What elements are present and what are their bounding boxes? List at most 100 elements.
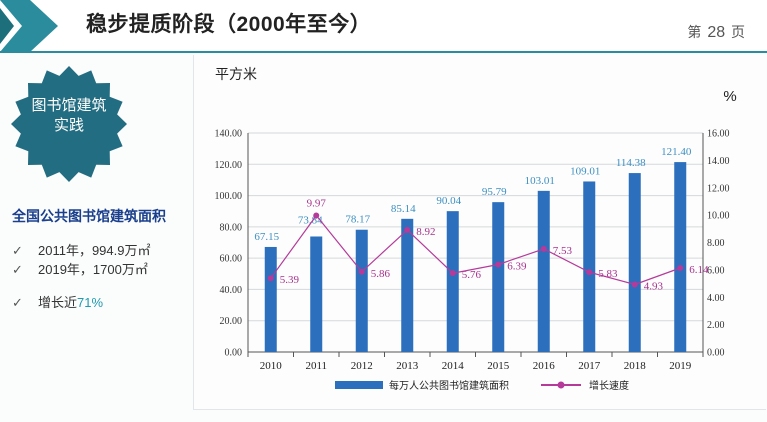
bar	[674, 162, 687, 352]
bar-value-label: 67.15	[254, 231, 279, 243]
bar-value-label: 90.04	[436, 195, 461, 207]
list-item-text: 2019年，1700万㎡	[38, 262, 148, 277]
x-axis-tick-label: 2016	[533, 360, 556, 372]
bar-value-label: 95.79	[482, 186, 507, 198]
left-unit-label: 平方米	[215, 66, 257, 82]
x-axis-tick-label: 2011	[305, 360, 327, 372]
bar	[401, 218, 414, 352]
legend-bar-swatch	[335, 381, 383, 389]
right-axis-tick: 12.00	[707, 183, 730, 194]
x-axis-tick-label: 2019	[669, 360, 692, 372]
line-point	[677, 264, 684, 271]
page-number: 第 28 页	[687, 22, 745, 42]
right-axis-tick: 4.00	[707, 293, 725, 304]
line-value-label: 6.39	[507, 261, 527, 273]
bar-value-label: 109.01	[570, 165, 600, 177]
left-axis-tick: 0.00	[225, 348, 243, 359]
x-axis-tick-label: 2010	[260, 360, 283, 372]
legend-line-marker	[557, 381, 565, 389]
left-axis-tick: 40.00	[220, 285, 243, 296]
left-axis-tick: 100.00	[215, 191, 243, 202]
left-axis-tick: 140.00	[215, 129, 243, 140]
badge-line-1: 图书馆建筑	[31, 97, 107, 114]
line-value-label: 5.86	[371, 268, 391, 280]
left-axis-tick: 120.00	[215, 160, 243, 171]
chart: 平方米% 0.00 20.00 40.00 60.00 80.00 100.00 120.00…	[215, 66, 737, 392]
right-axis-tick: 8.00	[707, 238, 725, 249]
line-point	[313, 212, 320, 219]
line-point	[631, 281, 638, 288]
page-title: 稳步提质阶段（2000年至今）	[86, 13, 372, 36]
legend-line-label: 增长速度	[589, 379, 629, 392]
line-point	[404, 226, 411, 233]
line-point	[586, 269, 593, 276]
bar	[446, 211, 459, 352]
badge-line-2: 实践	[53, 117, 84, 134]
bar	[537, 190, 550, 352]
chevron-logo-icon	[0, 0, 58, 52]
x-axis-tick-label: 2015	[487, 360, 510, 372]
x-axis-tick-label: 2018	[624, 360, 647, 372]
line-value-label: 5.39	[280, 274, 300, 286]
bar-value-label: 103.01	[525, 175, 555, 187]
chart-panel	[193, 55, 766, 410]
right-axis-tick: 16.00	[707, 129, 730, 140]
line-value-label: 6.14	[689, 264, 709, 276]
line-point	[267, 275, 274, 282]
line-value-label: 8.92	[416, 226, 435, 238]
bar	[264, 246, 277, 352]
bar	[310, 236, 323, 352]
right-axis-tick: 0.00	[707, 348, 725, 359]
page-suffix: 页	[731, 24, 745, 40]
right-axis-tick: 10.00	[707, 211, 730, 222]
legend-bar-label: 每万人公共图书馆建筑面积	[389, 379, 509, 392]
x-axis-tick-label: 2017	[578, 360, 601, 372]
line-value-label: 4.93	[644, 281, 664, 293]
right-axis-tick: 6.00	[707, 265, 725, 276]
check-icon: ✓	[12, 243, 23, 258]
left-axis-tick: 80.00	[220, 222, 243, 233]
badge-shape	[11, 66, 127, 182]
bar-value-label: 114.38	[616, 157, 646, 169]
series-line	[270, 214, 681, 286]
growth-value: 71%	[77, 295, 104, 310]
list-item: ✓ 增长近71%	[12, 293, 151, 312]
bar-value-label: 78.17	[345, 214, 370, 226]
list-item: ✓ 2019年，1700万㎡	[12, 260, 151, 279]
line-value-label: 9.97	[307, 198, 327, 210]
bar	[628, 173, 641, 352]
right-axis-tick: 2.00	[707, 320, 725, 331]
left-axis-tick: 20.00	[220, 316, 243, 327]
growth-prefix: 增长近	[38, 295, 78, 310]
bar	[583, 181, 596, 352]
page-prefix: 第	[687, 24, 702, 40]
line-value-label: 5.76	[462, 269, 482, 281]
line-point	[449, 270, 456, 277]
bar	[492, 202, 505, 352]
x-axis-tick-label: 2014	[442, 360, 465, 372]
line-value-label: 5.83	[598, 268, 618, 280]
header-divider	[0, 51, 767, 53]
badge-label: 图书馆建筑 实践	[10, 96, 128, 136]
x-axis-tick-label: 2013	[396, 360, 419, 372]
line-value-label: 7.53	[553, 245, 573, 257]
page-number-value: 28	[707, 24, 726, 41]
check-icon: ✓	[12, 262, 23, 277]
x-axis-tick-label: 2012	[351, 360, 373, 372]
summary-heading: 全国公共图书馆建筑面积	[12, 208, 166, 224]
bar-value-label: 73.84	[298, 214, 323, 226]
line-point	[495, 261, 502, 268]
right-axis-tick: 14.00	[707, 156, 730, 167]
check-icon: ✓	[12, 295, 23, 310]
line-point	[358, 268, 365, 275]
bar	[355, 229, 368, 352]
list-item-text: 2011年，994.9万㎡	[38, 243, 151, 258]
line-point	[540, 245, 547, 252]
header-bar: 稳步提质阶段（2000年至今） 第 28 页	[0, 0, 767, 52]
bar-value-label: 121.40	[661, 146, 692, 158]
list-item: ✓ 2011年，994.9万㎡	[12, 241, 151, 260]
left-axis-tick: 60.00	[220, 254, 243, 265]
summary-list: ✓ 2011年，994.9万㎡ ✓ 2019年，1700万㎡ ✓ 增长近71%	[12, 241, 151, 312]
bar-value-label: 85.14	[391, 203, 416, 215]
